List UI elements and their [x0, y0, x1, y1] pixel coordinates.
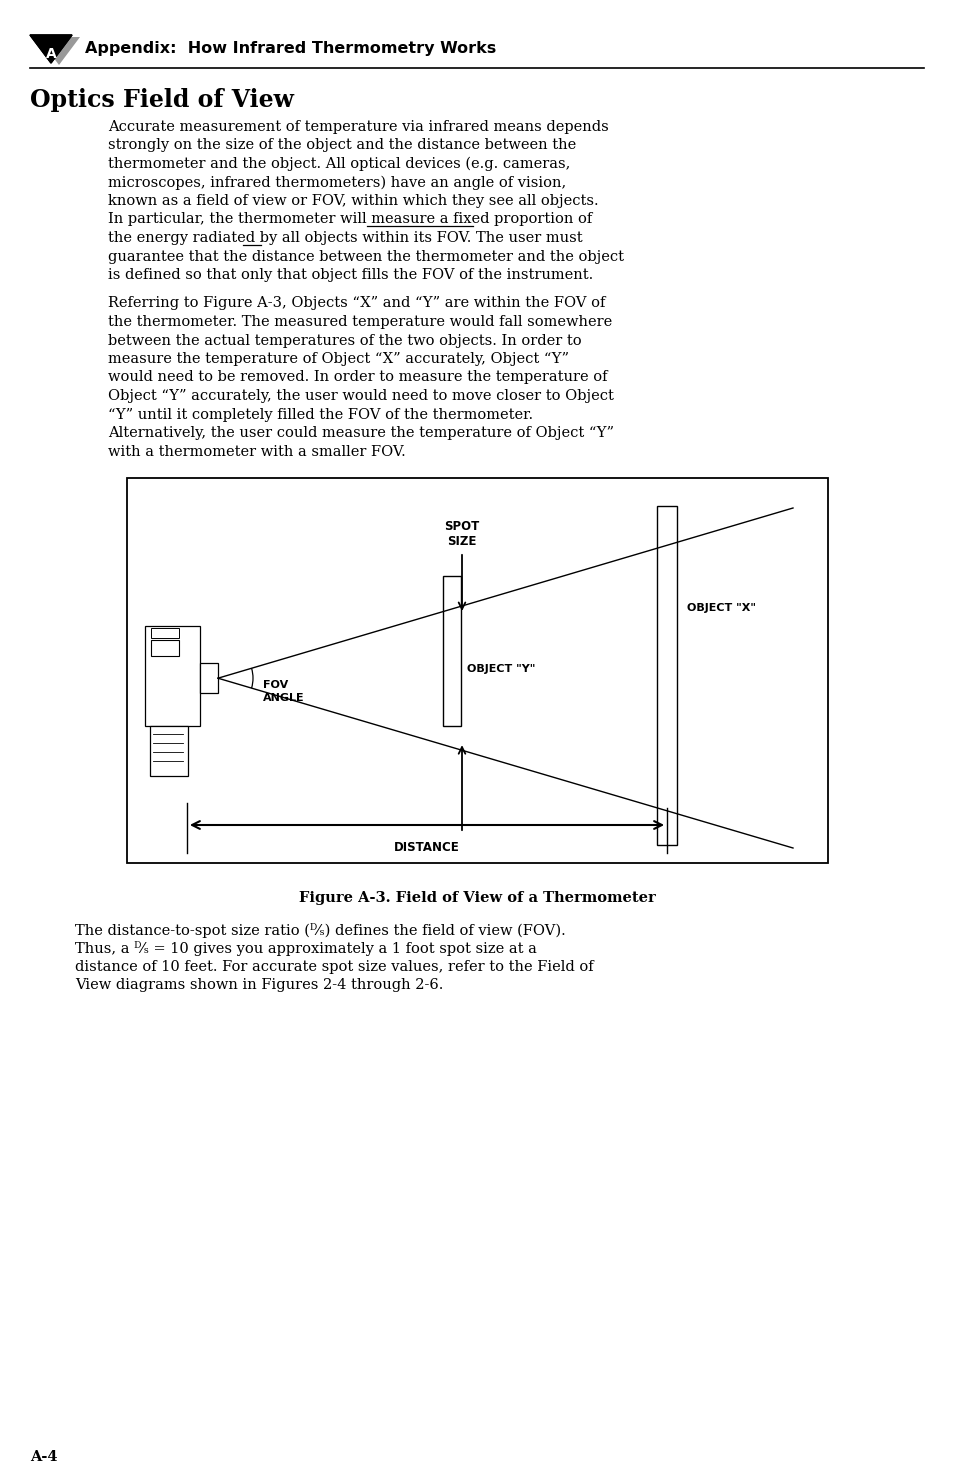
Text: Alternatively, the user could measure the temperature of Object “Y”: Alternatively, the user could measure th… — [108, 426, 614, 440]
Text: Figure A-3. Field of View of a Thermometer: Figure A-3. Field of View of a Thermomet… — [299, 891, 656, 906]
Polygon shape — [30, 35, 71, 63]
Text: Appendix:  How Infrared Thermometry Works: Appendix: How Infrared Thermometry Works — [85, 41, 496, 56]
Text: strongly on the size of the object and the distance between the: strongly on the size of the object and t… — [108, 139, 576, 152]
Text: Accurate measurement of temperature via infrared means depends: Accurate measurement of temperature via … — [108, 119, 608, 134]
Text: thermometer and the object. All optical devices (e.g. cameras,: thermometer and the object. All optical … — [108, 156, 570, 171]
Bar — [150, 726, 188, 776]
Text: microscopes, infrared thermometers) have an angle of vision,: microscopes, infrared thermometers) have… — [108, 176, 566, 190]
Text: the energy radiated by all objects within its FOV. The user must: the energy radiated by all objects withi… — [108, 232, 582, 245]
Text: measure the temperature of Object “X” accurately, Object “Y”: measure the temperature of Object “X” ac… — [108, 353, 568, 366]
Text: Thus, a ᴰ⁄ₛ = 10 gives you approximately a 1 foot spot size at a: Thus, a ᴰ⁄ₛ = 10 gives you approximately… — [75, 941, 537, 956]
Text: Referring to Figure A-3, Objects “X” and “Y” are within the FOV of: Referring to Figure A-3, Objects “X” and… — [108, 296, 605, 311]
Polygon shape — [38, 37, 80, 65]
Bar — [442, 577, 460, 726]
Text: between the actual temperatures of the two objects. In order to: between the actual temperatures of the t… — [108, 333, 581, 348]
Bar — [145, 627, 200, 726]
Text: would need to be removed. In order to measure the temperature of: would need to be removed. In order to me… — [108, 370, 607, 385]
Text: known as a field of view or FOV, within which they see all objects.: known as a field of view or FOV, within … — [108, 195, 598, 208]
Text: distance of 10 feet. For accurate spot size values, refer to the Field of: distance of 10 feet. For accurate spot s… — [75, 960, 593, 974]
Bar — [151, 628, 179, 639]
Text: A: A — [46, 47, 56, 60]
Text: OBJECT "X": OBJECT "X" — [686, 603, 755, 612]
Text: A-4: A-4 — [30, 1450, 57, 1465]
Bar — [151, 640, 179, 656]
Text: OBJECT "Y": OBJECT "Y" — [467, 664, 535, 674]
Text: with a thermometer with a smaller FOV.: with a thermometer with a smaller FOV. — [108, 444, 405, 459]
Text: View diagrams shown in Figures 2-4 through 2-6.: View diagrams shown in Figures 2-4 throu… — [75, 978, 443, 993]
Bar — [200, 664, 218, 693]
Text: Object “Y” accurately, the user would need to move closer to Object: Object “Y” accurately, the user would ne… — [108, 389, 613, 403]
Text: Optics Field of View: Optics Field of View — [30, 88, 294, 112]
Text: DISTANCE: DISTANCE — [394, 841, 459, 854]
Bar — [127, 478, 827, 863]
Text: SPOT
SIZE: SPOT SIZE — [444, 521, 479, 549]
Polygon shape — [30, 35, 71, 63]
Text: FOV
ANGLE: FOV ANGLE — [263, 680, 304, 702]
Text: “Y” until it completely filled the FOV of the thermometer.: “Y” until it completely filled the FOV o… — [108, 407, 533, 422]
Text: is defined so that only that object fills the FOV of the instrument.: is defined so that only that object fill… — [108, 268, 593, 282]
Bar — [657, 506, 677, 845]
Text: The distance-to-spot size ratio (ᴰ⁄ₛ) defines the field of view (FOV).: The distance-to-spot size ratio (ᴰ⁄ₛ) de… — [75, 923, 565, 938]
Text: guarantee that the distance between the thermometer and the object: guarantee that the distance between the … — [108, 249, 623, 264]
Text: In particular, the thermometer will measure a fixed proportion of: In particular, the thermometer will meas… — [108, 212, 592, 227]
Text: the thermometer. The measured temperature would fall somewhere: the thermometer. The measured temperatur… — [108, 316, 612, 329]
